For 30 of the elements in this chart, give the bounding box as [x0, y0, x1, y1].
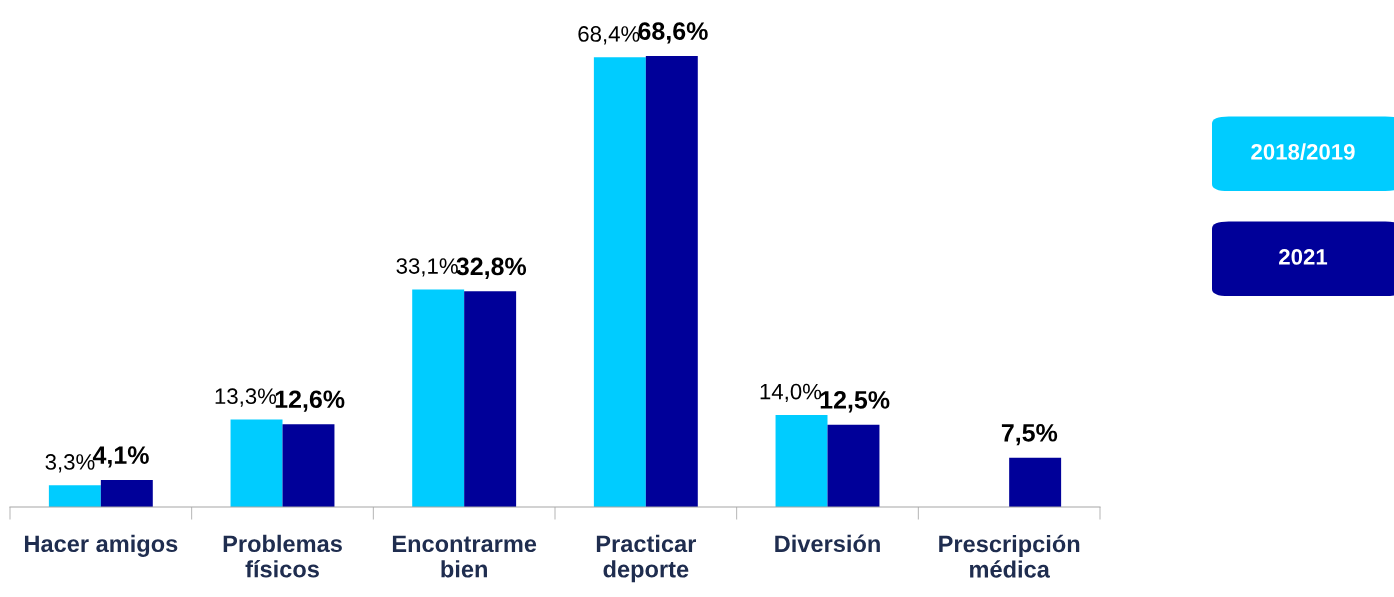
data-label: 33,1% [396, 258, 458, 277]
data-label: 13,3% [215, 388, 277, 407]
bar [593, 57, 646, 507]
bar [48, 485, 101, 507]
x-tick-label: Encontrarme bien [392, 535, 537, 578]
bar [230, 419, 283, 507]
bar [775, 414, 828, 507]
data-label: 12,5% [820, 391, 890, 413]
x-tick-label: Problemas físicos [223, 534, 342, 578]
data-label: 68,4% [578, 26, 640, 45]
x-tick-label: Prescripción médica [939, 534, 1080, 578]
data-label: 12,6% [275, 390, 345, 412]
data-label: 7,5% [1001, 424, 1058, 446]
text: 2021 [1279, 249, 1328, 265]
data-label: 68,6% [638, 22, 708, 44]
bar [1009, 457, 1062, 507]
bar [464, 291, 517, 507]
data-label: 14,0% [760, 383, 822, 403]
bar [827, 424, 880, 507]
bar [100, 480, 153, 507]
bar [282, 424, 335, 507]
data-label: 3,3% [45, 454, 95, 473]
x-tick-label: Practicar deporte [596, 534, 697, 583]
bar [645, 56, 698, 507]
data-label: 4,1% [92, 446, 149, 468]
text: 2018/2019 [1251, 143, 1355, 160]
x-tick-label: Diversión [775, 534, 880, 553]
data-label: 32,8% [456, 257, 527, 279]
x-tick-label: Hacer amigos [24, 534, 178, 557]
bar [412, 289, 465, 507]
